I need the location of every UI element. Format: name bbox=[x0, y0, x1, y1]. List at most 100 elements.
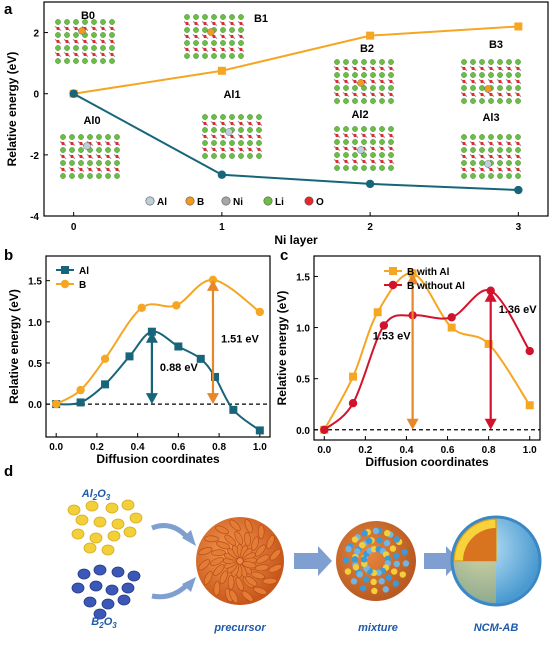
legend-swatch-li bbox=[263, 196, 273, 206]
data-point bbox=[100, 354, 110, 364]
b2o3-formula: B2O3 bbox=[91, 616, 117, 630]
step-precursor: precursor bbox=[213, 622, 266, 634]
x-tick-label: 0.0 bbox=[49, 442, 63, 453]
flake bbox=[235, 577, 244, 591]
coating-dot bbox=[361, 530, 368, 537]
al2o3-particle bbox=[123, 526, 137, 538]
structure-label: B2 bbox=[360, 43, 374, 55]
x-tick-label: 0.6 bbox=[171, 442, 185, 453]
x-tick-label: 0.8 bbox=[482, 445, 496, 456]
atom-legend: Al B Ni Li O bbox=[145, 196, 324, 208]
al2o3-particle bbox=[129, 512, 143, 524]
coating-dot bbox=[384, 555, 391, 562]
al2o3-particle bbox=[107, 530, 121, 542]
coating-dot bbox=[342, 557, 350, 564]
coating-dot bbox=[354, 548, 361, 555]
x-tick-label: 1.0 bbox=[253, 442, 267, 453]
annotation-label: 1.53 eV bbox=[373, 331, 412, 343]
flake bbox=[213, 581, 221, 596]
data-point bbox=[379, 321, 389, 330]
coating-dot bbox=[399, 571, 406, 578]
crystal-structure-thumbnail bbox=[183, 14, 245, 59]
data-point bbox=[255, 426, 264, 435]
legend-label-o: O bbox=[316, 197, 324, 208]
b2o3-particle bbox=[101, 598, 115, 610]
data-point-al bbox=[69, 89, 78, 98]
legend-label: B with Al bbox=[407, 267, 450, 278]
x-axis-label: Diffusion coordinates bbox=[365, 455, 489, 469]
legend-swatch-b bbox=[185, 196, 195, 206]
y-tick-label: 0 bbox=[33, 90, 39, 101]
coating-dot bbox=[365, 537, 373, 545]
structure-label: Al1 bbox=[223, 89, 240, 101]
y-axis-label: Relative energy (eV) bbox=[5, 52, 19, 167]
energy-barrier-arrow bbox=[484, 290, 497, 430]
panel-label-c: c bbox=[280, 247, 288, 264]
coating-dot bbox=[372, 527, 380, 535]
data-point bbox=[320, 425, 329, 434]
legend-swatch-o bbox=[304, 196, 314, 206]
flake bbox=[255, 544, 266, 557]
y-tick-label: 0.5 bbox=[28, 359, 42, 370]
flake bbox=[229, 519, 241, 532]
data-point bbox=[211, 372, 220, 381]
mixture-particle bbox=[336, 521, 416, 601]
flake bbox=[227, 574, 235, 590]
data-point bbox=[51, 399, 61, 409]
al2o3-particle bbox=[101, 544, 115, 556]
legend: Al B bbox=[56, 266, 89, 291]
panel-a-energy-vs-ni-layer: 0 1 2 3 -4 -2 0 2 Ni layer Relative energy (eV) B0… bbox=[5, 1, 549, 247]
annotation-label: 1.51 eV bbox=[221, 333, 260, 345]
b2o3-particle bbox=[93, 564, 107, 576]
data-point bbox=[349, 372, 358, 381]
legend-marker bbox=[388, 280, 398, 290]
x-tick-label: 0.6 bbox=[441, 445, 455, 456]
data-point-al bbox=[217, 170, 227, 179]
arrow-head-al2o3 bbox=[182, 530, 196, 546]
y-tick-label: 2 bbox=[33, 29, 39, 40]
y-tick-label: 0.5 bbox=[296, 375, 310, 386]
y-axis-label: Relative energy (eV) bbox=[7, 289, 21, 404]
data-point-al bbox=[514, 185, 523, 195]
flake bbox=[257, 524, 265, 540]
panel-a-frame bbox=[43, 1, 549, 217]
coating-dot bbox=[392, 580, 399, 587]
legend-label-ni: Ni bbox=[233, 197, 243, 208]
data-point bbox=[137, 303, 146, 313]
legend-label: Al bbox=[79, 266, 89, 277]
flake bbox=[253, 586, 268, 595]
panel-label-d: d bbox=[4, 463, 13, 480]
x-tick-label: 0 bbox=[71, 222, 77, 233]
al2o3-particle bbox=[71, 528, 85, 540]
b2o3-particle bbox=[83, 596, 97, 608]
mixture-coating-dots bbox=[342, 527, 410, 595]
coating-dot bbox=[361, 560, 368, 568]
panel-d-synthesis-process: Al2O3 B2O3 precursor mixture bbox=[67, 488, 542, 634]
flake bbox=[244, 519, 253, 534]
y-axis-label: Relative energy (eV) bbox=[275, 291, 289, 406]
x-axis-label: Ni layer bbox=[274, 233, 318, 247]
structure-label: B1 bbox=[254, 13, 268, 25]
crystal-structure-thumbnail bbox=[201, 114, 263, 159]
data-point bbox=[255, 307, 265, 317]
al2o3-particle bbox=[85, 500, 99, 512]
data-point bbox=[76, 385, 85, 395]
x-tick-label: 0.2 bbox=[90, 442, 104, 453]
legend-label: B without Al bbox=[407, 281, 465, 292]
data-point bbox=[208, 275, 218, 285]
coating-dot bbox=[383, 539, 391, 547]
plot-frame bbox=[45, 255, 271, 438]
step-ncm-ab: NCM-AB bbox=[474, 622, 519, 634]
flake bbox=[204, 535, 219, 543]
crystal-structure-thumbnail bbox=[460, 59, 522, 104]
data-point bbox=[76, 398, 85, 407]
b2o3-particle bbox=[71, 582, 85, 594]
legend-label-b: B bbox=[197, 197, 204, 208]
b2o3-particle bbox=[105, 584, 119, 596]
data-point bbox=[447, 323, 456, 332]
coating-dot bbox=[390, 568, 398, 575]
legend-swatch-al bbox=[145, 196, 155, 206]
data-point bbox=[525, 401, 534, 410]
flake bbox=[203, 571, 213, 585]
